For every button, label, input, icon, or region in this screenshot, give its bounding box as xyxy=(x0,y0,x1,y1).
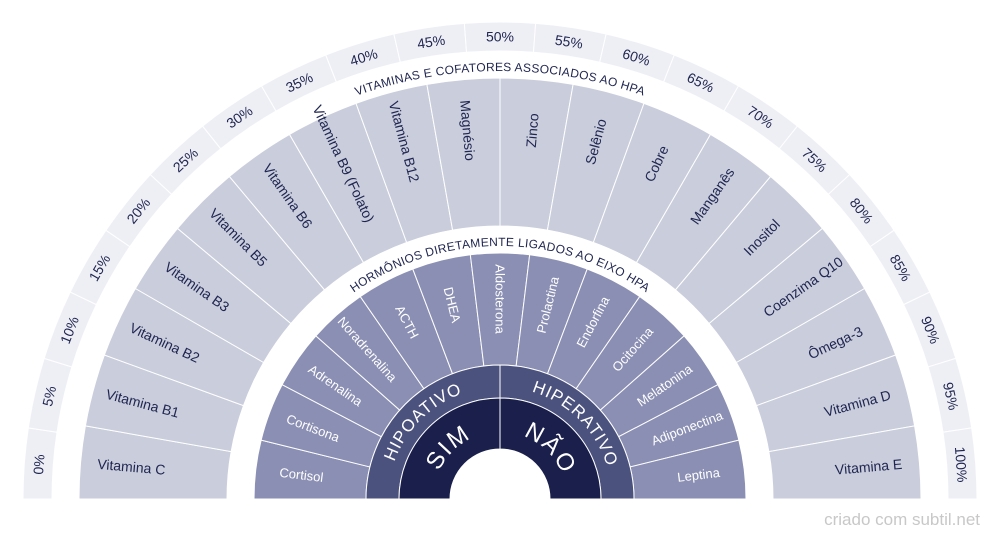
hormones-ring: CortisolCortisonaAdrenalinaNoradrenalina… xyxy=(253,252,747,500)
percent-tick-label: 95% xyxy=(940,381,962,412)
percent-tick-label: 60% xyxy=(621,45,653,69)
percent-tick-label: 5% xyxy=(39,384,59,407)
vitamin-label: Magnésio xyxy=(457,99,478,161)
vitamin-label: Vitamina E xyxy=(834,456,903,478)
hormone-label: Leptina xyxy=(676,465,721,485)
percent-tick-label: 0% xyxy=(30,454,47,475)
hormone-label: Cortisol xyxy=(279,465,325,485)
percent-tick-label: 45% xyxy=(416,32,446,52)
percent-tick-label: 55% xyxy=(554,32,584,52)
hormone-label: Aldosterona xyxy=(493,264,508,334)
vitamin-segment[interactable] xyxy=(768,425,922,500)
percent-tick-label: 100% xyxy=(952,446,971,483)
percent-tick-label: 50% xyxy=(486,29,514,45)
vitamin-label: Vitamina C xyxy=(97,456,166,478)
vitamin-label: Zinco xyxy=(523,112,542,148)
footer-credit: criado com subtil.net xyxy=(824,510,980,529)
percent-tick-segment[interactable] xyxy=(942,427,978,500)
answer-segment[interactable] xyxy=(398,397,501,500)
percent-tick-label: 40% xyxy=(348,45,380,69)
percent-ring: 0%5%10%15%20%25%30%35%40%45% 50% 55%60%65%… xyxy=(22,21,978,500)
answer-segment[interactable] xyxy=(499,397,602,500)
